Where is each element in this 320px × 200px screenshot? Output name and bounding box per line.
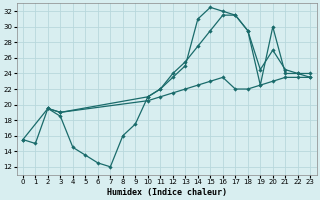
X-axis label: Humidex (Indice chaleur): Humidex (Indice chaleur): [107, 188, 227, 197]
